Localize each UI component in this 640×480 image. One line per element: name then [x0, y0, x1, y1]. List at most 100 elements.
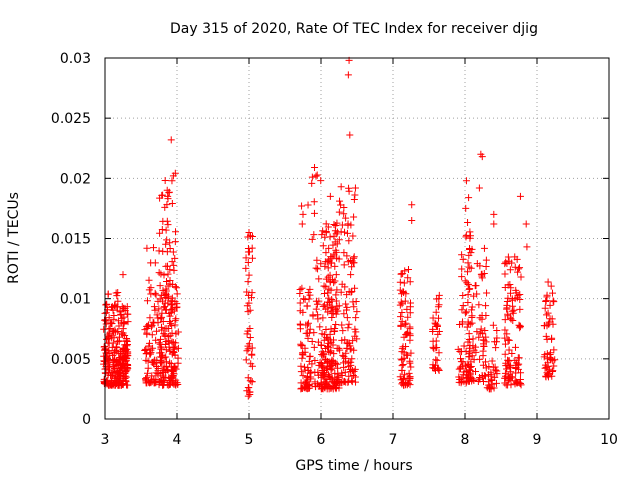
data-point: [304, 334, 312, 342]
grid-lines: [105, 58, 609, 419]
data-point: [399, 361, 407, 369]
data-point: [544, 371, 552, 379]
data-point: [243, 347, 251, 355]
data-point: [479, 340, 487, 348]
data-point: [435, 314, 443, 322]
data-point: [158, 313, 166, 321]
data-point: [475, 184, 483, 192]
data-point: [171, 298, 179, 306]
data-point: [169, 344, 177, 352]
data-point: [548, 367, 556, 375]
data-point: [337, 228, 345, 236]
data-point: [317, 362, 325, 370]
data-point: [490, 220, 498, 228]
data-point: [156, 194, 164, 202]
data-point: [105, 348, 113, 356]
data-point: [509, 302, 517, 310]
data-point: [326, 330, 334, 338]
y-tick-label: 0.02: [60, 171, 91, 187]
data-point: [159, 191, 167, 199]
data-point: [160, 381, 168, 389]
data-point: [474, 377, 482, 385]
data-point: [522, 220, 530, 228]
data-point: [324, 343, 332, 351]
data-point: [501, 340, 509, 348]
data-point: [339, 351, 347, 359]
data-point: [145, 321, 153, 329]
data-point: [143, 374, 151, 382]
data-point: [168, 258, 176, 266]
data-point: [464, 259, 472, 267]
data-point: [465, 285, 473, 293]
data-point: [548, 315, 556, 323]
data-point: [547, 282, 555, 290]
data-point: [461, 309, 469, 317]
data-point: [146, 314, 154, 322]
data-point: [401, 321, 409, 329]
data-point: [348, 257, 356, 265]
data-point: [488, 377, 496, 385]
data-point: [351, 191, 359, 199]
data-point: [312, 264, 320, 272]
data-point: [476, 329, 484, 337]
data-point: [301, 348, 309, 356]
data-point: [242, 264, 250, 272]
data-point: [170, 380, 178, 388]
data-point: [504, 336, 512, 344]
data-point: [493, 370, 501, 378]
data-point: [171, 321, 179, 329]
data-point: [430, 345, 438, 353]
data-point: [407, 299, 415, 307]
data-point: [166, 266, 174, 274]
data-point: [349, 232, 357, 240]
data-point: [173, 379, 181, 387]
data-point: [162, 240, 170, 248]
data-point: [331, 369, 339, 377]
data-point: [298, 284, 306, 292]
data-point: [345, 184, 353, 192]
data-point: [244, 392, 252, 400]
data-point: [465, 251, 473, 259]
data-point: [330, 350, 338, 358]
data-point: [347, 288, 355, 296]
data-point: [398, 380, 406, 388]
data-point: [508, 350, 516, 358]
chart-title: Day 315 of 2020, Rate Of TEC Index for r…: [170, 21, 538, 37]
data-point: [514, 268, 522, 276]
data-point: [543, 291, 551, 299]
data-point: [511, 253, 519, 261]
data-point: [490, 384, 498, 392]
data-point: [506, 280, 514, 288]
data-point: [340, 210, 348, 218]
data-point: [343, 291, 351, 299]
data-point: [316, 358, 324, 366]
data-point: [339, 327, 347, 335]
data-point: [318, 231, 326, 239]
data-point: [332, 230, 340, 238]
data-point: [492, 366, 500, 374]
data-point: [397, 270, 405, 278]
data-point: [542, 297, 550, 305]
data-point: [491, 373, 499, 381]
data-point: [155, 305, 163, 313]
data-point: [331, 384, 339, 392]
data-point: [306, 352, 314, 360]
data-point: [162, 278, 170, 286]
data-point: [244, 258, 252, 266]
data-point: [154, 297, 162, 305]
data-point: [244, 308, 252, 316]
data-point: [514, 379, 522, 387]
data-point: [350, 303, 358, 311]
data-point: [306, 291, 314, 299]
data-point: [406, 357, 414, 365]
data-point: [164, 192, 172, 200]
data-point: [431, 361, 439, 369]
data-point: [541, 364, 549, 372]
data-point: [482, 302, 490, 310]
data-point: [105, 314, 113, 322]
data-point: [544, 309, 552, 317]
data-point: [464, 299, 472, 307]
data-point: [550, 346, 558, 354]
data-point: [326, 192, 334, 200]
data-point: [171, 283, 179, 291]
